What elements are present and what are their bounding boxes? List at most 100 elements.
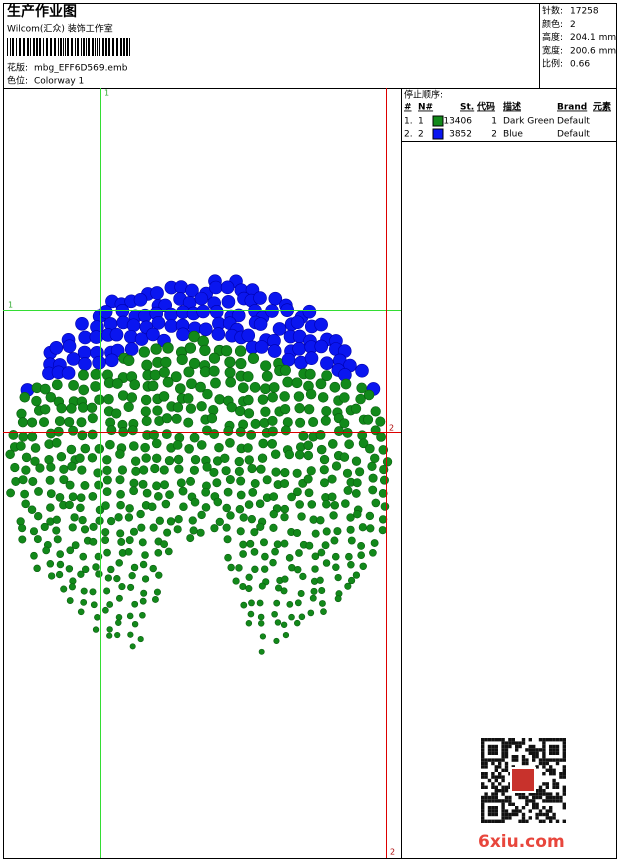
stitch-cluster [51,437,62,448]
stitch-cluster [126,318,141,333]
qr-cell [491,775,495,779]
colorway-label: 色位: [7,75,28,87]
qr-cell [494,806,498,810]
stitch-cluster [27,431,38,442]
stitch-cluster [124,342,139,356]
qr-cell [555,748,560,752]
stitch-cluster [165,490,174,500]
stitch-cluster [314,339,329,354]
bar-stroke [27,38,29,56]
stitch-cluster [298,430,309,441]
stops-title: 停止顺序: [404,89,443,101]
qr-cell [545,785,549,789]
stitch-cluster [116,500,125,510]
qr-cell [481,775,485,779]
qr-cell [562,738,566,742]
stitch-cluster [174,515,183,524]
stitch-cluster [299,572,307,581]
stitch-cluster [279,391,290,402]
stitch-cluster [222,523,231,532]
stitch-cluster [331,461,342,471]
bar-stroke [43,38,44,56]
qr-cell [549,758,553,762]
stitch-cluster [358,438,369,449]
stitch-cluster [189,432,200,443]
bar-stroke [46,38,48,56]
stitch-cluster [281,575,289,583]
stitch-cluster [65,565,74,573]
qr-cell [532,792,536,796]
stitch-cluster [161,429,172,440]
qr-cell [528,748,532,752]
stitch-cluster [243,394,254,406]
stitch-cluster [88,492,98,501]
stitch-cluster [27,417,38,428]
bar-stroke [54,38,56,56]
stitch-cluster [375,416,386,427]
stitch-cluster [155,571,163,579]
stitch-cluster [239,513,248,522]
qr-cell [545,792,549,796]
stitch-cluster [196,528,205,537]
qr-cell [498,819,502,823]
stitch-cluster [101,501,110,510]
stitch-cluster [363,414,374,425]
qr-cell [535,792,539,796]
stitch-cluster [30,443,41,453]
stitch-cluster [76,493,86,503]
stitch-cluster [90,381,101,392]
qr-cell [528,751,532,755]
stitch-cluster [139,597,147,605]
stitch-cluster [351,489,361,498]
stitch-cluster [235,426,246,437]
stitch-cluster [350,403,362,414]
column-header: Brand [557,103,587,113]
qr-cell [501,758,505,762]
qr-cell [549,748,553,752]
stitch-cluster [220,345,233,357]
stitch-cluster [59,475,69,485]
qr-cell [498,789,502,793]
stitch-cluster [281,352,296,367]
stitch-cluster [33,564,41,573]
qr-cell [504,816,509,820]
stitch-cluster [236,476,246,486]
stitch-cluster [260,360,272,372]
stitch-cluster [149,429,159,440]
qr-cell [518,741,522,745]
qr-cell [504,741,509,745]
stitch-cluster [76,503,85,513]
stitch-cluster [79,552,88,561]
stitch-cluster [64,416,75,428]
stitch-cluster [140,442,150,453]
stitch-cluster [141,551,149,559]
stitch-cluster [16,441,26,451]
stitch-cluster [225,475,235,485]
stitch-cluster [80,598,88,606]
stitch-cluster [115,594,123,602]
stitch-cluster [280,425,291,436]
stitch-cluster [186,476,196,486]
qr-cell [562,755,566,759]
stitch-cluster [77,608,85,616]
stitch-cluster [271,610,278,618]
qr-cell [484,792,488,796]
info-label: 高度: [542,31,563,43]
stitch-cluster [315,429,326,440]
stitch-cluster [127,425,138,436]
qr-cell [521,812,526,817]
qr-cell [542,782,546,786]
qr-cell [501,809,505,813]
stitch-cluster [19,392,30,403]
qr-cell [494,789,498,793]
qr-cell [508,738,512,742]
stitch-cluster [332,563,340,571]
studio: Wilcom(汇众) 装饰工作室 [7,23,113,35]
qr-cell [549,795,553,800]
qr-cell [559,772,563,776]
stitch-cluster [6,488,15,498]
stitch-cluster [76,417,87,428]
stitch-cluster [40,404,51,415]
stitch-cluster [33,535,42,544]
stitch-cluster [129,441,139,451]
